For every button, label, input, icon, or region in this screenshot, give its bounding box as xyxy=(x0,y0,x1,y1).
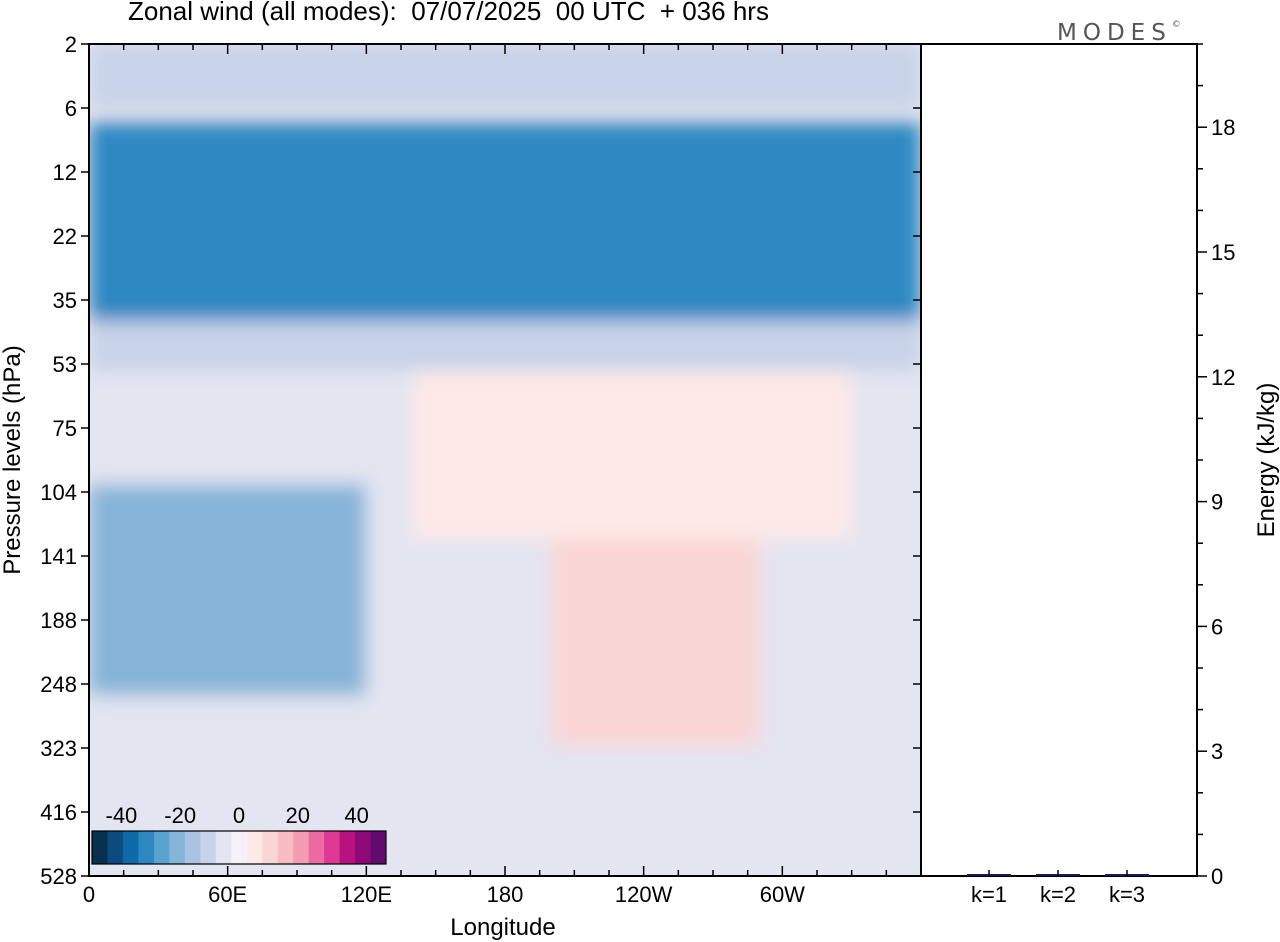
colorbar-label: 0 xyxy=(233,803,245,828)
y-tick-label: 35 xyxy=(53,288,77,313)
y-tick-label: 6 xyxy=(65,96,77,121)
x-tick-label: 120W xyxy=(615,882,673,907)
y-tick-label: 22 xyxy=(53,224,77,249)
bar-category-label: k=2 xyxy=(1040,882,1076,907)
colorbar-swatch xyxy=(324,831,341,864)
y-tick-label: 75 xyxy=(53,416,77,441)
colorbar-label: -20 xyxy=(164,803,196,828)
energy-tick-label: 9 xyxy=(1211,490,1223,515)
x-axis-title: Longitude xyxy=(450,914,555,941)
colorbar-swatch xyxy=(122,831,139,864)
y-tick-label: 416 xyxy=(40,800,77,825)
modes-logo: MODES© xyxy=(1057,20,1181,46)
colorbar-label: 20 xyxy=(286,803,310,828)
y-tick-label: 104 xyxy=(40,480,77,505)
energy-bars: k=1 k=2 k=3 xyxy=(967,870,1149,907)
energy-plot-frame xyxy=(920,43,1198,877)
x-tick-label: 180 xyxy=(487,882,524,907)
energy-tick-label: 6 xyxy=(1211,614,1223,639)
colorbar-swatch xyxy=(200,831,217,864)
y-tick-label: 2 xyxy=(65,32,77,57)
energy-axis: 0 3 6 9 12 15 18 xyxy=(1197,43,1235,889)
energy-tick-label: 18 xyxy=(1211,115,1235,140)
field-region-4 xyxy=(412,370,852,539)
energy-tick-label: 12 xyxy=(1211,365,1235,390)
colorbar: -40 -20 0 20 40 xyxy=(91,803,387,865)
colorbar-swatch xyxy=(107,831,124,864)
y-tick-label: 323 xyxy=(40,736,77,761)
colorbar-swatch xyxy=(308,831,325,864)
colorbar-swatch xyxy=(153,831,170,864)
energy-tick-label: 15 xyxy=(1211,240,1235,265)
y-tick-label: 188 xyxy=(40,608,77,633)
colorbar-swatch xyxy=(370,831,387,864)
field-shapes xyxy=(89,44,921,876)
chart-title: Zonal wind (all modes): 07/07/2025 00 UT… xyxy=(128,0,769,26)
colorbar-swatch xyxy=(293,831,310,864)
colorbar-swatch xyxy=(246,831,263,864)
colorbar-swatch xyxy=(138,831,155,864)
colorbar-swatch xyxy=(169,831,186,864)
colorbar-swatch xyxy=(92,831,108,864)
colorbar-swatch xyxy=(277,831,294,864)
colorbar-label: -40 xyxy=(106,803,138,828)
logo-text: MODES xyxy=(1057,20,1172,46)
energy-tick-label: 0 xyxy=(1211,864,1223,889)
x-tick-label: 120E xyxy=(341,882,392,907)
energy-tick-label: 3 xyxy=(1211,739,1223,764)
colorbar-frame xyxy=(91,830,387,865)
field-region-5 xyxy=(551,538,760,746)
logo-mark: © xyxy=(1171,20,1181,31)
field-region-2 xyxy=(89,320,921,371)
y-tick-label: 141 xyxy=(40,544,77,569)
colorbar-swatch xyxy=(355,831,372,864)
y-tick-label: 248 xyxy=(40,672,77,697)
y-axis: 2 6 12 22 35 53 75 104 141 188 248 323 416 528 xyxy=(40,32,921,889)
y-tick-label: 528 xyxy=(40,864,77,889)
contour-field xyxy=(89,44,921,876)
x-axis: 0 60E 120E 180 120W 60W xyxy=(83,44,922,907)
x-tick-label: 60W xyxy=(760,882,805,907)
colorbar-swatch xyxy=(262,831,279,864)
energy-axis-title: Energy (kJ/kg) xyxy=(1253,383,1280,538)
bar-category-label: k=3 xyxy=(1109,882,1145,907)
field-region-6 xyxy=(89,484,367,696)
colorbar-swatch xyxy=(339,831,356,864)
colorbar-swatch xyxy=(215,831,232,864)
colorbar-swatch xyxy=(184,831,201,864)
y-tick-label: 12 xyxy=(53,160,77,185)
colorbar-label: 40 xyxy=(344,803,368,828)
field-region-1 xyxy=(89,122,921,321)
x-tick-label: 60E xyxy=(208,882,247,907)
colorbar-swatch xyxy=(231,831,248,864)
x-tick-label: 0 xyxy=(83,882,95,907)
y-axis-title: Pressure levels (hPa) xyxy=(0,345,26,574)
bar-category-label: k=1 xyxy=(971,882,1007,907)
field-region-0 xyxy=(89,44,921,108)
y-tick-label: 53 xyxy=(53,352,77,377)
